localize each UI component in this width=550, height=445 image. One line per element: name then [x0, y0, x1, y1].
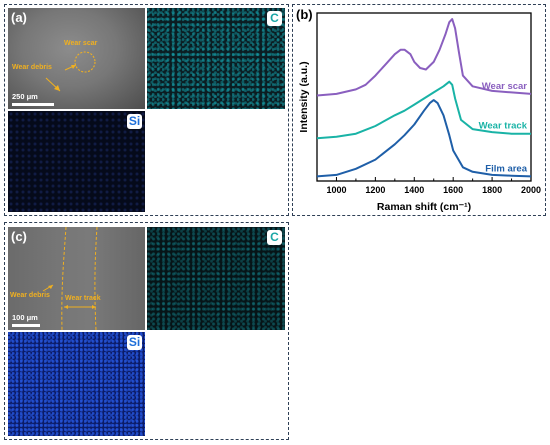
panel-a-annotations: [45, 51, 96, 92]
wear-track-annotation: Wear track: [65, 295, 101, 302]
x-tick-label: 1600: [443, 185, 463, 195]
panel-c-frame: [4, 222, 289, 440]
y-axis-title: Intensity (a.u.): [298, 61, 310, 132]
panel-a-sem-image: (a) Wear scar Wear debris 250 μm: [8, 8, 145, 109]
panel-b-label: (b): [296, 7, 313, 22]
panel-a-silicon-badge: Si: [127, 114, 142, 129]
x-tick-label: 1800: [482, 185, 502, 195]
x-tick-label: 1400: [404, 185, 424, 195]
panel-a-frame: [4, 4, 289, 216]
x-axis-title: Raman shift (cm⁻¹): [377, 201, 471, 213]
x-tick-label: 1200: [365, 185, 385, 195]
panel-a-silicon-map: Si: [8, 111, 145, 212]
panel-b-frame: [292, 4, 546, 216]
series-label: Wear scar: [482, 81, 528, 92]
series-line-wear-scar: [316, 18, 532, 97]
plot-frame: [316, 12, 532, 182]
x-tick-label: 1000: [326, 185, 346, 195]
wear-scar-annotation: Wear scar: [64, 40, 98, 47]
panel-c-wear-debris-annotation: Wear debris: [10, 292, 50, 299]
series-label: Wear track: [479, 121, 528, 132]
raman-chart: (b) 1000 1200 1400 1600 1800 2000 Wear scar Wea…: [296, 7, 541, 213]
panel-a-scale-label: 250 μm: [12, 92, 38, 101]
series-line-wear-track: [316, 80, 531, 140]
panel-c-silicon-badge: Si: [127, 335, 142, 350]
panel-a-carbon-map: C: [147, 8, 285, 109]
panel-c-carbon-map: C: [147, 227, 285, 330]
panel-a-scale-bar: [12, 103, 54, 106]
x-tick-label: 2000: [521, 185, 541, 195]
series-label: Film area: [485, 163, 527, 174]
panel-c-label: (c): [11, 229, 27, 244]
panel-a-carbon-badge: C: [267, 11, 282, 26]
panel-c-scale-label: 100 μm: [12, 313, 38, 322]
panel-c-sem-image: (c) Wear debris Wear track 100 μm: [8, 227, 145, 330]
panel-a-label: (a): [11, 10, 27, 25]
panel-c-silicon-map: Si: [8, 332, 145, 436]
panel-c-scale-bar: [12, 324, 40, 327]
wear-debris-annotation: Wear debris: [12, 64, 52, 71]
panel-c-carbon-badge: C: [267, 230, 282, 245]
series-line-film-area: [316, 99, 532, 178]
plot-area: 1000 1200 1400 1600 1800 2000 Wear scar Wear tr…: [316, 12, 541, 195]
panel-c-annotations: [42, 227, 98, 330]
